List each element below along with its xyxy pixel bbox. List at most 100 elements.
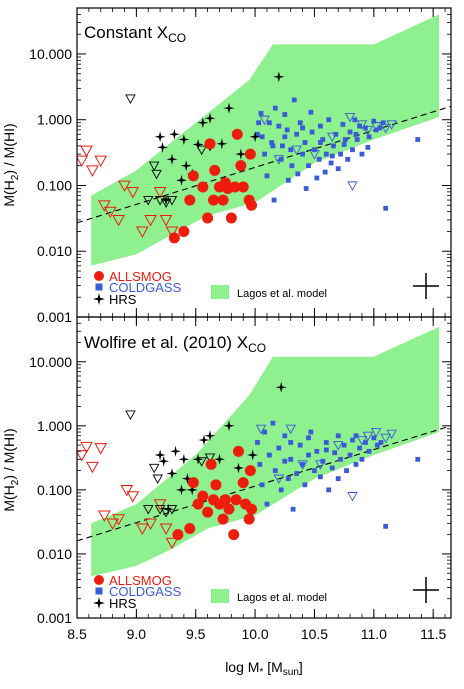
allsmog-limit: [112, 214, 125, 227]
hrs-point: [180, 160, 192, 172]
allsmog-point: [217, 513, 229, 525]
coldgass-point: [322, 169, 328, 175]
allsmog-point: [243, 513, 255, 525]
coldgass-limit: [297, 460, 308, 470]
coldgass-point: [306, 163, 311, 169]
allsmog-point: [168, 232, 180, 244]
x-tick-label: 10.0: [241, 626, 268, 642]
coldgass-point: [316, 156, 322, 162]
coldgass-point: [303, 186, 309, 191]
coldgass-point: [363, 125, 368, 131]
coldgass-point: [284, 127, 290, 133]
allsmog-point: [230, 494, 242, 506]
legend-allsmog-marker: [94, 271, 104, 281]
allsmog-point: [225, 212, 237, 224]
coldgass-point: [308, 109, 314, 115]
coldgass-limit: [327, 132, 338, 143]
legend-coldgass-marker: [95, 283, 103, 291]
hrs-limit: [142, 196, 154, 206]
legend-model-marker: [211, 589, 229, 603]
coldgass-point: [280, 143, 285, 149]
legend-coldgass-label: COLDGASS: [109, 280, 182, 295]
coldgass-point: [276, 123, 282, 129]
allsmog-point: [187, 170, 199, 182]
coldgass-point: [329, 153, 335, 159]
allsmog-point: [246, 199, 258, 211]
allsmog-limit: [120, 484, 134, 497]
allsmog-point: [205, 458, 217, 470]
hrs-limit: [125, 94, 136, 104]
panel-title: Constant XCO: [84, 23, 186, 45]
allsmog-limit: [159, 214, 173, 227]
hrs-point: [273, 71, 285, 83]
allsmog-point: [210, 479, 222, 491]
x-tick-label: 8.5: [67, 626, 87, 642]
hrs-point: [204, 112, 216, 124]
legend-model-marker: [211, 285, 229, 299]
legend-allsmog-label: ALLSMOG: [109, 269, 172, 284]
coldgass-limit: [356, 435, 368, 446]
coldgass-limit: [347, 492, 358, 502]
coldgass-point: [285, 177, 291, 183]
coldgass-point: [278, 487, 284, 493]
coldgass-limit: [362, 431, 374, 442]
coldgass-point: [312, 147, 317, 153]
hrs-limit: [152, 474, 164, 485]
coldgass-point: [338, 456, 343, 462]
x-tick-label: 9.0: [127, 626, 147, 642]
hrs-point: [178, 134, 190, 145]
allsmog-point: [172, 529, 184, 541]
legend-hrs-label: HRS: [109, 596, 137, 611]
coldgass-point: [317, 140, 323, 145]
plot-frame: [76, 316, 452, 619]
coldgass-point: [329, 465, 335, 471]
allsmog-point: [197, 490, 209, 502]
hrs-point: [166, 153, 178, 165]
coldgass-point: [350, 437, 355, 443]
coldgass-point: [257, 461, 263, 467]
coldgass-point: [302, 140, 308, 145]
y-tick-label: 10.000: [29, 354, 72, 370]
model-band: [91, 14, 440, 266]
coldgass-point: [326, 117, 332, 123]
hrs-point: [198, 434, 210, 446]
coldgass-point: [342, 137, 348, 142]
coldgass-limit: [386, 120, 397, 130]
coldgass-point: [294, 471, 300, 476]
coldgass-point: [350, 147, 355, 153]
y-tick-label: 0.010: [37, 243, 72, 259]
coldgass-point: [335, 166, 341, 172]
coldgass-point: [371, 435, 377, 441]
allsmog-limit: [144, 518, 157, 530]
coldgass-point: [262, 429, 267, 435]
hrs-point: [247, 449, 259, 461]
allsmog-point: [209, 164, 221, 176]
hrs-point: [233, 462, 244, 474]
hrs-point: [178, 453, 190, 465]
allsmog-point: [204, 138, 216, 150]
legend-coldgass-label: COLDGASS: [109, 584, 182, 599]
coldgass-point: [371, 118, 377, 124]
allsmog-point: [208, 194, 220, 206]
coldgass-point: [262, 151, 267, 157]
coldgass-point: [306, 435, 311, 441]
allsmog-point: [237, 181, 249, 193]
hrs-point: [162, 503, 174, 515]
allsmog-limit: [86, 461, 99, 474]
coldgass-limit: [273, 155, 285, 165]
coldgass-point: [290, 506, 296, 512]
coldgass-point: [317, 474, 323, 480]
coldgass-limit: [370, 427, 382, 438]
y-tick-label: 0.001: [37, 610, 72, 626]
coldgass-point: [366, 134, 372, 140]
coldgass-point: [295, 171, 301, 177]
coldgass-point: [272, 468, 278, 474]
allsmog-limit: [94, 155, 108, 168]
hrs-limit: [151, 169, 162, 180]
coldgass-limit: [285, 424, 296, 435]
hrs-limit: [125, 410, 136, 420]
coldgass-point: [415, 137, 421, 142]
coldgass-point: [353, 131, 359, 137]
coldgass-point: [271, 197, 277, 203]
hrs-point: [158, 455, 170, 467]
